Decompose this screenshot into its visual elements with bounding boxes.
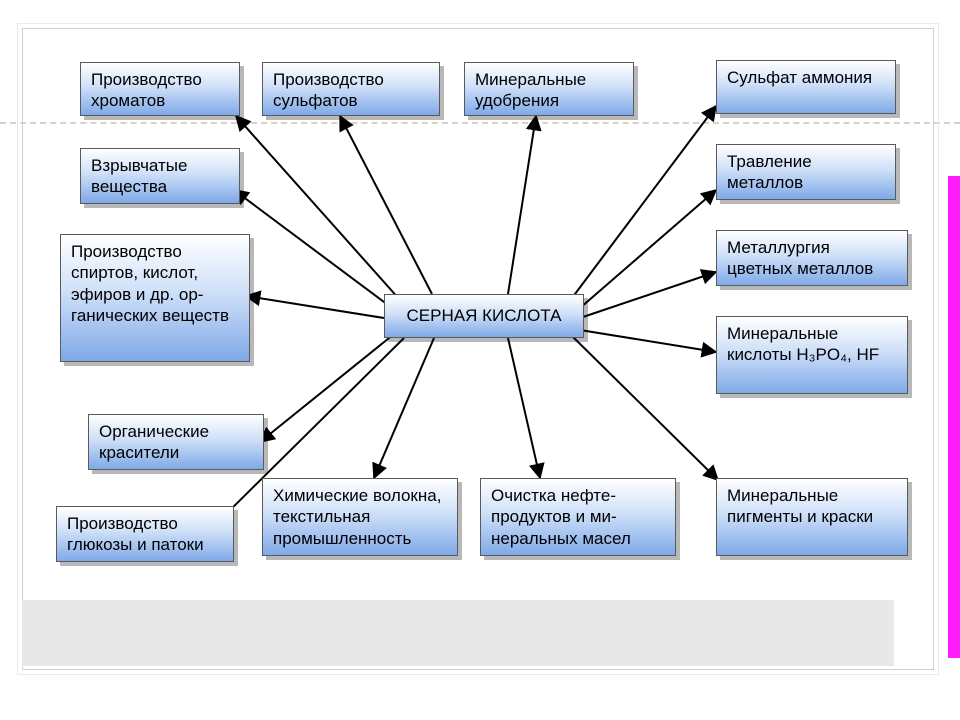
node-explosives: Взрывчатые вещества bbox=[80, 148, 240, 204]
magenta-side-bar bbox=[948, 176, 960, 658]
node-mineral-pigments: Минеральные пигменты и краски bbox=[716, 478, 908, 556]
node-ammonium-sulfate: Сульфат аммония bbox=[716, 60, 896, 114]
node-chem-fibers-textile: Химические волок­на, текстильная промышл… bbox=[262, 478, 458, 556]
node-sulfates: Производство сульфатов bbox=[262, 62, 440, 116]
diagram-stage: СЕРНАЯ КИСЛОТА Производство хроматов Про… bbox=[40, 42, 920, 642]
center-node: СЕРНАЯ КИСЛОТА bbox=[384, 294, 584, 338]
node-mineral-acids: Минеральные кислоты H₃PO₄, HF bbox=[716, 316, 908, 394]
node-fertilizers: Минеральные удобрения bbox=[464, 62, 634, 116]
node-metal-pickling: Травление металлов bbox=[716, 144, 896, 200]
node-glucose-molasses: Производство глюкозы и патоки bbox=[56, 506, 234, 562]
node-chromates: Производство хроматов bbox=[80, 62, 240, 116]
node-organic-production: Производство спиртов, кислот, эфиров и д… bbox=[60, 234, 250, 362]
node-organic-dyes: Органические красители bbox=[88, 414, 264, 470]
node-nonferrous-metallurgy: Металлургия цветных металлов bbox=[716, 230, 908, 286]
node-oil-refining: Очистка нефте­продуктов и ми­неральных м… bbox=[480, 478, 676, 556]
